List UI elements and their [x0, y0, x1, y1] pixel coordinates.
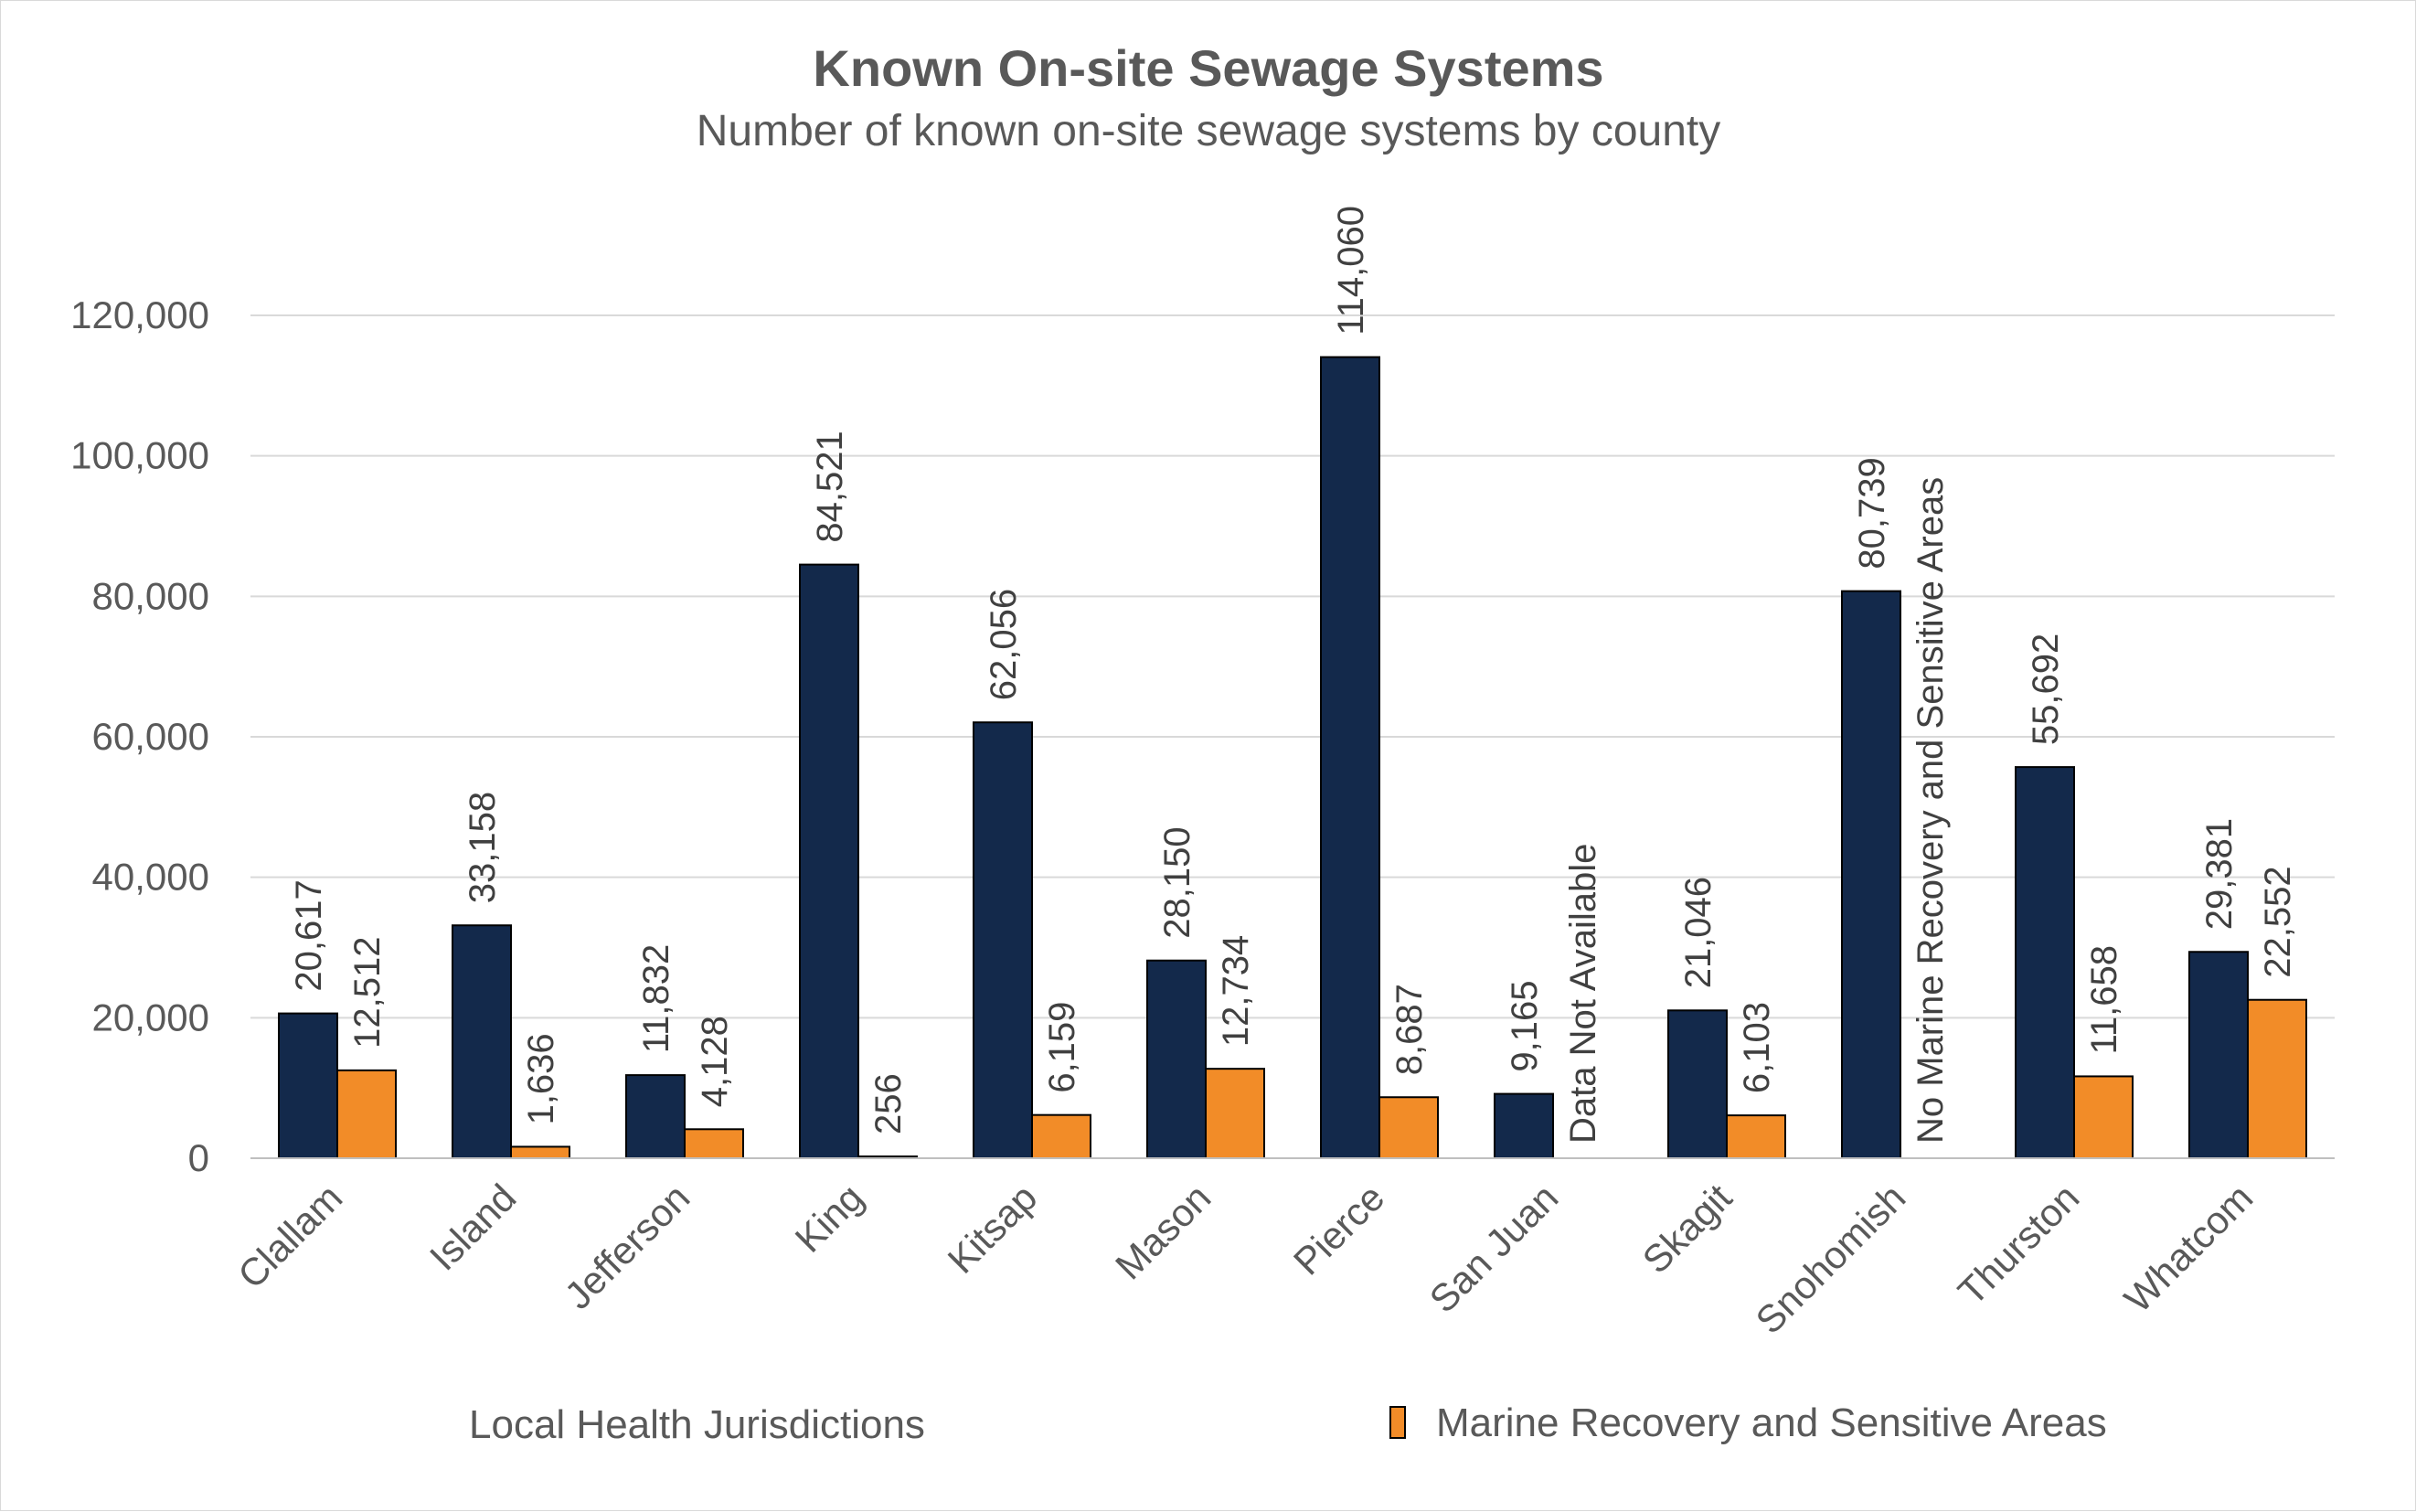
y-axis-tick-labels: 0 20,000 40,000 60,000 80,000 100,000 120,000: [70, 293, 209, 1179]
x-category-label-pierce: Pierce: [1285, 1176, 1392, 1283]
legend-label-local-health-jurisdictions: Local Health Jurisdictions: [469, 1402, 925, 1447]
data-label-whatcom-local-health: 29,381: [2199, 818, 2240, 930]
x-category-label-clallam: Clallam: [229, 1176, 350, 1296]
y-tick-label: 100,000: [70, 434, 209, 477]
x-category-label-san-juan: San Juan: [1421, 1176, 1567, 1321]
bar-thurston-local-health: [2015, 766, 2075, 1159]
bar-mason-local-health: [1146, 959, 1207, 1159]
data-label-skagit-marine-recovery: 6,103: [1737, 1002, 1777, 1093]
bar-san-juan-local-health: [1494, 1092, 1554, 1160]
bars: [278, 356, 2307, 1160]
y-tick-label: 120,000: [70, 293, 209, 336]
y-tick-label: 80,000: [92, 574, 209, 617]
y-tick-label: 60,000: [92, 715, 209, 758]
bar-jefferson-local-health: [625, 1074, 686, 1160]
data-labels: 20,617 12,512 33,158 1,636 11,832 4,128 84,521…: [289, 206, 2298, 1144]
bar-pierce-local-health: [1320, 356, 1380, 1160]
x-category-label-thurston: Thurston: [1950, 1176, 2087, 1313]
bar-island-local-health: [452, 924, 512, 1159]
bar-clallam-marine-recovery: [336, 1069, 397, 1159]
data-label-thurston-local-health: 55,692: [2026, 634, 2066, 745]
data-label-clallam-marine-recovery: 12,512: [347, 937, 388, 1049]
data-label-mason-local-health: 28,150: [1157, 826, 1197, 938]
data-label-pierce-local-health: 114,060: [1331, 206, 1371, 335]
bar-skagit-marine-recovery: [1726, 1114, 1786, 1160]
y-tick-label: 40,000: [92, 856, 209, 899]
x-category-label-kitsap: Kitsap: [940, 1176, 1046, 1282]
bar-pierce-marine-recovery: [1378, 1096, 1439, 1159]
x-category-label-island: Island: [421, 1176, 524, 1278]
bar-mason-marine-recovery: [1205, 1068, 1265, 1159]
bar-whatcom-local-health: [2188, 951, 2249, 1159]
x-category-label-snohomish: Snohomish: [1748, 1176, 1914, 1342]
legend-label-marine-recovery: Marine Recovery and Sensitive Areas: [1436, 1400, 2107, 1445]
legend-swatch-marine-recovery: [1389, 1406, 1406, 1439]
x-category-label-jefferson: Jefferson: [557, 1176, 698, 1317]
data-label-thurston-marine-recovery: 11,658: [2084, 945, 2124, 1054]
data-label-jefferson-marine-recovery: 4,128: [695, 1016, 735, 1107]
data-label-clallam-local-health: 20,617: [289, 879, 329, 991]
x-category-label-whatcom: Whatcom: [2116, 1176, 2262, 1321]
bar-king-local-health: [799, 563, 859, 1159]
bar-whatcom-marine-recovery: [2247, 998, 2307, 1159]
bar-kitsap-marine-recovery: [1031, 1113, 1091, 1159]
data-label-king-marine-recovery: 256: [868, 1073, 909, 1134]
x-category-label-skagit: Skagit: [1634, 1176, 1740, 1282]
bar-kitsap-local-health: [973, 721, 1033, 1159]
data-label-whatcom-marine-recovery: 22,552: [2258, 866, 2298, 977]
x-axis-category-labels: Clallam Island Jefferson King Kitsap Mason Pie…: [229, 1176, 2261, 1342]
data-label-san-juan-local-health: 9,165: [1505, 980, 1545, 1071]
data-label-jefferson-local-health: 11,832: [636, 944, 676, 1053]
y-tick-label: 0: [188, 1136, 209, 1179]
data-label-snohomish-marine-recovery: No Marine Recovery and Sensitive Areas: [1910, 477, 1951, 1144]
data-label-san-juan-marine-recovery: Data Not Available: [1563, 844, 1603, 1144]
bar-snohomish-local-health: [1841, 590, 1901, 1159]
data-label-kitsap-local-health: 62,056: [984, 589, 1024, 700]
data-label-island-marine-recovery: 1,636: [521, 1033, 561, 1124]
data-label-skagit-local-health: 21,046: [1678, 877, 1719, 988]
bar-island-marine-recovery: [510, 1145, 570, 1159]
bar-thurston-marine-recovery: [2073, 1075, 2134, 1160]
bar-skagit-local-health: [1667, 1009, 1728, 1159]
data-label-snohomish-local-health: 80,739: [1852, 457, 1892, 569]
y-tick-label: 20,000: [92, 996, 209, 1038]
data-label-mason-marine-recovery: 12,734: [1216, 935, 1256, 1047]
data-label-king-local-health: 84,521: [810, 431, 850, 542]
legend: Local Health Jurisdictions Marine Recove…: [469, 1400, 2107, 1447]
chart-title: Known On-site Sewage Systems: [813, 39, 1603, 97]
bar-jefferson-marine-recovery: [684, 1128, 744, 1160]
chart-subtitle: Number of known on-site sewage systems b…: [697, 107, 1721, 155]
data-label-kitsap-marine-recovery: 6,159: [1042, 1002, 1082, 1093]
data-label-pierce-marine-recovery: 8,687: [1389, 984, 1430, 1075]
bar-clallam-local-health: [278, 1012, 338, 1160]
x-category-label-mason: Mason: [1107, 1176, 1219, 1287]
x-category-label-king: King: [787, 1176, 872, 1261]
data-label-island-local-health: 33,158: [463, 792, 503, 903]
gridlines: [250, 314, 2335, 1019]
